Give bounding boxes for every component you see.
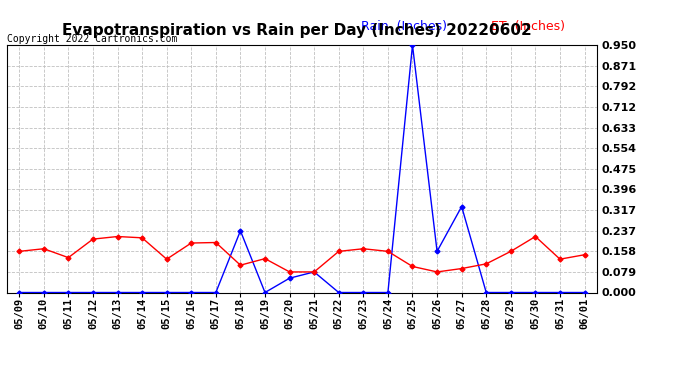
Rain  (Inches)	[457, 204, 466, 209]
ET  (Inches)	[138, 236, 146, 240]
ET  (Inches)	[335, 249, 343, 254]
ET  (Inches)	[359, 246, 368, 251]
Rain  (Inches)	[39, 290, 48, 295]
Rain  (Inches)	[556, 290, 564, 295]
Rain  (Inches)	[261, 290, 269, 295]
Text: Evapotranspiration vs Rain per Day (Inches) 20220602: Evapotranspiration vs Rain per Day (Inch…	[62, 22, 531, 38]
Line: Rain  (Inches): Rain (Inches)	[17, 44, 586, 294]
ET  (Inches)	[457, 266, 466, 271]
Text: ET  (Inches): ET (Inches)	[491, 20, 564, 33]
ET  (Inches)	[89, 237, 97, 242]
Rain  (Inches)	[408, 43, 417, 47]
Rain  (Inches)	[531, 290, 540, 295]
Rain  (Inches)	[212, 290, 220, 295]
Rain  (Inches)	[15, 290, 23, 295]
ET  (Inches)	[261, 256, 269, 261]
ET  (Inches)	[212, 240, 220, 245]
ET  (Inches)	[286, 270, 294, 274]
ET  (Inches)	[506, 249, 515, 254]
Rain  (Inches)	[236, 228, 244, 233]
ET  (Inches)	[556, 257, 564, 261]
Rain  (Inches)	[335, 290, 343, 295]
Rain  (Inches)	[482, 290, 491, 295]
Rain  (Inches)	[580, 290, 589, 295]
ET  (Inches)	[580, 252, 589, 257]
ET  (Inches)	[310, 270, 318, 274]
Rain  (Inches)	[310, 270, 318, 274]
Rain  (Inches)	[113, 290, 121, 295]
Rain  (Inches)	[64, 290, 72, 295]
ET  (Inches)	[433, 270, 441, 274]
ET  (Inches)	[408, 264, 417, 269]
ET  (Inches)	[531, 234, 540, 239]
Rain  (Inches)	[187, 290, 195, 295]
ET  (Inches)	[39, 246, 48, 251]
ET  (Inches)	[15, 249, 23, 254]
ET  (Inches)	[482, 262, 491, 266]
Rain  (Inches)	[286, 276, 294, 280]
Rain  (Inches)	[384, 290, 392, 295]
ET  (Inches)	[187, 241, 195, 245]
Text: Copyright 2022 Cartronics.com: Copyright 2022 Cartronics.com	[7, 34, 177, 44]
Rain  (Inches)	[138, 290, 146, 295]
ET  (Inches)	[64, 255, 72, 260]
Rain  (Inches)	[89, 290, 97, 295]
Rain  (Inches)	[433, 249, 441, 254]
ET  (Inches)	[163, 257, 171, 261]
Line: ET  (Inches): ET (Inches)	[17, 235, 586, 274]
Rain  (Inches)	[506, 290, 515, 295]
ET  (Inches)	[236, 263, 244, 267]
Rain  (Inches)	[163, 290, 171, 295]
Rain  (Inches)	[359, 290, 368, 295]
Text: Rain  (Inches): Rain (Inches)	[361, 20, 447, 33]
ET  (Inches)	[384, 249, 392, 254]
ET  (Inches)	[113, 234, 121, 239]
